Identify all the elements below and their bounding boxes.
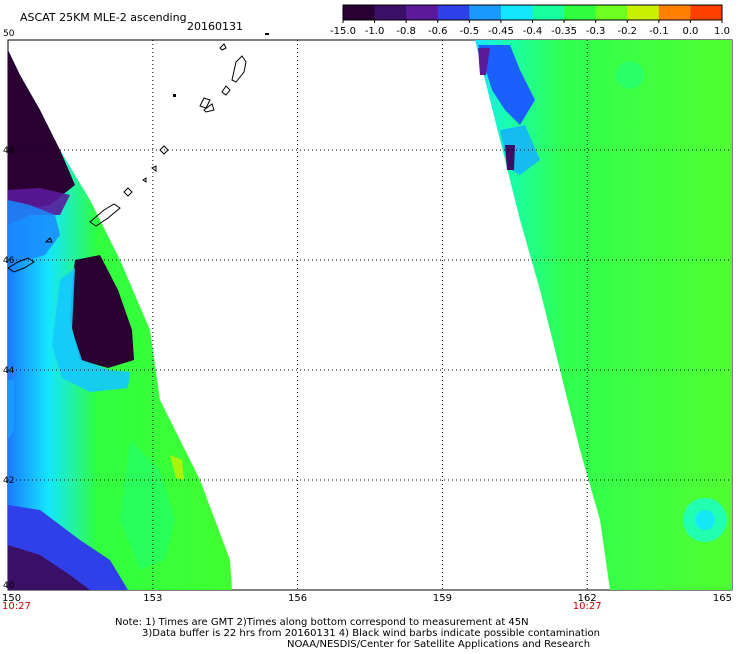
colorbar-segment xyxy=(406,5,439,20)
island-outline xyxy=(89,203,121,227)
x-tick-label: 162 xyxy=(578,593,597,604)
left-swath-deep-purple-tongue xyxy=(70,255,134,368)
left-swath xyxy=(8,50,232,590)
colorbar-label: -0.35 xyxy=(551,26,577,37)
y-tick-label: 42 xyxy=(3,476,14,486)
colorbar-segment xyxy=(343,5,376,20)
x-tick-label: 150 xyxy=(2,593,21,604)
left-swath-light-green xyxy=(120,440,175,570)
right-swath xyxy=(475,40,732,590)
colorbar: -15.0 -1.0 -0.8 -0.6 -0.5 -0.45 -0.4 -0.35 -0.3-… xyxy=(330,4,730,37)
island-outline xyxy=(142,177,147,183)
colorbar-label: -0.2 xyxy=(617,26,637,37)
island-outline xyxy=(203,103,215,113)
y-tick-label: 40 xyxy=(3,581,15,591)
left-swath-cyan-ring xyxy=(52,268,130,392)
colorbar-segment xyxy=(469,5,502,20)
colorbar-segment xyxy=(595,5,628,20)
axes: 150 153 156 159 162 165 50 48 46 44 42 40 10:27 10:27 xyxy=(2,29,732,612)
island-outline xyxy=(151,165,157,172)
x-tick-label: 153 xyxy=(143,593,162,604)
right-swath-purple-patch xyxy=(505,145,515,170)
colorbar-segment xyxy=(532,5,565,20)
colorbar-label: -0.45 xyxy=(488,26,514,37)
x-tick-label: 165 xyxy=(713,593,732,604)
note-line-3: NOAA/NESDIS/Center for Satellite Applica… xyxy=(287,639,590,650)
island-outline xyxy=(231,55,247,83)
colorbar-segment xyxy=(374,5,407,20)
colorbar-label: -0.3 xyxy=(586,26,606,37)
x-tick-label: 159 xyxy=(433,593,452,604)
pass-time-label: 10:27 xyxy=(573,601,602,612)
colorbar-label: -0.5 xyxy=(460,26,480,37)
graticule xyxy=(8,40,732,590)
chart-date: 20160131 xyxy=(187,20,243,33)
colorbar-label: -0.8 xyxy=(396,26,416,37)
right-swath-purple-speck xyxy=(478,48,490,75)
colorbar-segment xyxy=(564,5,597,20)
note-line-2: 3)Data buffer is 22 hrs from 20160131 4)… xyxy=(142,628,600,639)
island-outline xyxy=(219,43,227,51)
y-tick-label: 48 xyxy=(3,146,15,156)
island-dot xyxy=(265,33,269,35)
colorbar-label: -0.4 xyxy=(523,26,543,37)
right-swath-light-blob xyxy=(616,61,644,89)
left-swath-purple-corner xyxy=(8,545,90,590)
colorbar-segment xyxy=(690,5,723,20)
colorbar-label: -1.0 xyxy=(365,26,385,37)
island-outline xyxy=(44,237,53,243)
colorbar-label: 0.0 xyxy=(682,26,698,37)
left-swath-deep-purple xyxy=(8,50,75,215)
x-tick-label: 156 xyxy=(288,593,307,604)
left-swath-yellow-speck xyxy=(170,455,184,480)
colorbar-label: 1.0 xyxy=(714,26,730,37)
colorbar-segment xyxy=(437,5,470,20)
island-outline xyxy=(199,97,211,109)
right-swath-blue-patch xyxy=(478,45,535,125)
island-outline xyxy=(221,85,231,96)
colorbar-segment xyxy=(627,5,660,20)
colorbar-label: -0.1 xyxy=(649,26,669,37)
coastlines xyxy=(7,43,247,273)
left-swath-blue-patch xyxy=(8,200,60,262)
colorbar-segment xyxy=(500,5,533,20)
y-tick-label: 50 xyxy=(3,29,15,39)
colorbar-label: -15.0 xyxy=(330,26,356,37)
right-swath-cyan-core xyxy=(695,510,715,530)
island-outline xyxy=(7,257,35,273)
colorbar-label: -0.6 xyxy=(428,26,448,37)
island-dot xyxy=(173,94,176,97)
left-swath-edge-blue xyxy=(8,380,14,440)
y-tick-label: 46 xyxy=(3,256,15,266)
colorbar-segment xyxy=(658,5,691,20)
island-outline xyxy=(123,187,133,197)
chart-title: ASCAT 25KM MLE-2 ascending xyxy=(20,11,187,24)
pass-time-label: 10:27 xyxy=(2,601,31,612)
note-line-1: Note: 1) Times are GMT 2)Times along bot… xyxy=(115,617,529,628)
y-tick-label: 44 xyxy=(3,366,15,376)
right-swath-field xyxy=(475,40,732,590)
